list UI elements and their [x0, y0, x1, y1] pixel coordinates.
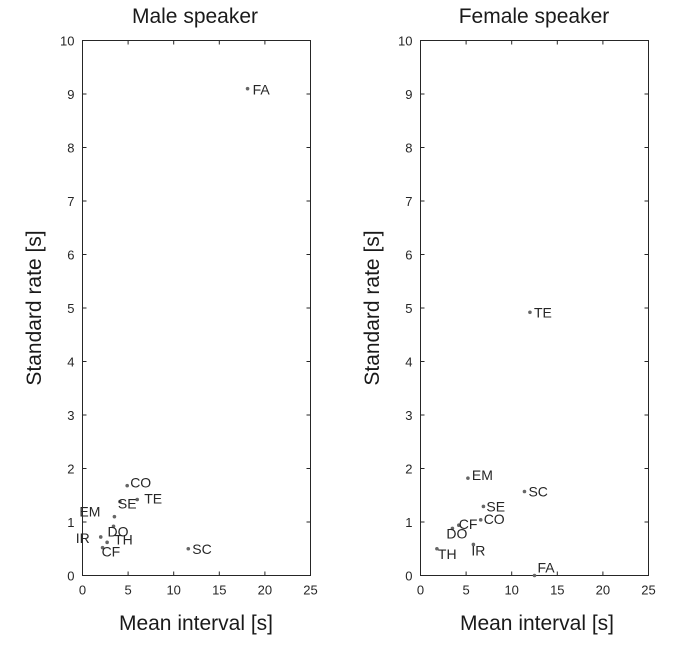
point-label: EM: [472, 467, 493, 483]
data-point: [135, 497, 140, 502]
point-label: CF: [459, 516, 478, 532]
y-tick-label: 9: [405, 87, 412, 102]
plot-area: [82, 40, 311, 576]
y-axis-label: Standard rate [s]: [361, 230, 384, 385]
data-point: [481, 504, 486, 509]
point-label: FA: [253, 82, 271, 98]
point-label: SE: [486, 498, 505, 514]
x-tick-label: 0: [79, 583, 86, 598]
x-tick-label: 10: [166, 583, 180, 598]
y-tick-label: 5: [405, 301, 412, 316]
y-tick-label: 5: [67, 301, 74, 316]
x-tick-label: 5: [462, 583, 469, 598]
point-label: TE: [534, 304, 552, 320]
data-point: [125, 483, 129, 488]
y-axis: 0 1 2 3 4 5 6 7 8 9 10: [398, 34, 649, 584]
data-point: [100, 545, 105, 550]
x-tick-label: 15: [550, 583, 564, 598]
data-point: [98, 535, 103, 539]
point-label: SC: [528, 484, 547, 500]
female-speaker-panel: Female speaker 0 5 10 15 20 25 0 1 2 3 4 5 6 7 8 9 10 T…: [361, 5, 656, 635]
data-point: [111, 524, 116, 529]
y-tick-label: 3: [405, 408, 412, 423]
point-label: IR: [471, 542, 485, 558]
x-axis: 0 5 10 15 20 25: [417, 40, 656, 598]
y-axis: 0 1 2 3 4 5 6 7 8 9 10: [60, 34, 311, 584]
point-label: CO: [484, 511, 505, 527]
x-tick-label: 0: [417, 583, 424, 598]
y-tick-label: 7: [405, 194, 412, 209]
data-point: [435, 546, 439, 551]
x-tick-label: 25: [641, 583, 655, 598]
y-tick-label: 0: [405, 569, 412, 584]
point-label: SE: [118, 496, 137, 512]
y-tick-label: 8: [67, 141, 74, 156]
x-tick-label: 15: [212, 583, 226, 598]
x-axis-label: Mean interval [s]: [119, 612, 273, 635]
data-point: [118, 499, 122, 504]
data-point: [457, 523, 461, 528]
point-label: TE: [144, 491, 162, 507]
y-tick-label: 10: [60, 34, 74, 49]
data-point: [532, 573, 537, 578]
data-point: [528, 310, 532, 315]
point-label: IR: [76, 530, 90, 546]
y-tick-label: 9: [67, 87, 74, 102]
point-label: DO: [108, 523, 129, 539]
data-point: [522, 489, 527, 494]
x-axis-label: Mean interval [s]: [460, 612, 614, 635]
x-tick-label: 25: [303, 583, 317, 598]
chart-title: Male speaker: [132, 5, 258, 28]
y-tick-label: 6: [405, 248, 412, 263]
y-tick-label: 3: [67, 408, 74, 423]
point-label: SC: [192, 541, 211, 557]
x-tick-label: 20: [258, 583, 272, 598]
point-label: DO: [446, 525, 467, 541]
y-axis-label: Standard rate [s]: [23, 230, 46, 385]
point-label: EM: [79, 504, 100, 520]
y-tick-label: 2: [405, 462, 412, 477]
point-label: TH: [438, 546, 457, 562]
y-tick-label: 2: [67, 462, 74, 477]
male-speaker-panel: Male speaker 0 5 10 15 20 25 0 1 2 3 4 5 6 7 8 9 10 FA C…: [23, 5, 318, 635]
data-point: [245, 86, 250, 91]
data-point: [450, 526, 455, 531]
y-tick-label: 0: [67, 569, 74, 584]
data-point: [105, 540, 109, 545]
data-point: [186, 546, 191, 551]
y-tick-label: 6: [67, 248, 74, 263]
y-tick-label: 10: [398, 34, 412, 49]
y-tick-label: 4: [67, 355, 74, 370]
x-axis: 0 5 10 15 20 25: [79, 40, 318, 598]
y-tick-label: 8: [405, 141, 412, 156]
chart-title: Female speaker: [459, 5, 610, 28]
y-tick-label: 1: [67, 515, 74, 530]
y-tick-label: 7: [67, 194, 74, 209]
point-label: CO: [130, 475, 151, 491]
y-tick-label: 1: [405, 515, 412, 530]
data-point: [478, 518, 483, 522]
point-label: CF: [102, 544, 121, 560]
x-tick-label: 5: [124, 583, 131, 598]
point-label: FA: [538, 560, 556, 576]
point-label: TH: [114, 531, 133, 547]
data-point: [466, 476, 470, 480]
data-point: [471, 542, 476, 547]
y-tick-label: 4: [405, 355, 412, 370]
data-point: [112, 514, 117, 519]
x-tick-label: 10: [504, 583, 518, 598]
x-tick-label: 20: [596, 583, 610, 598]
